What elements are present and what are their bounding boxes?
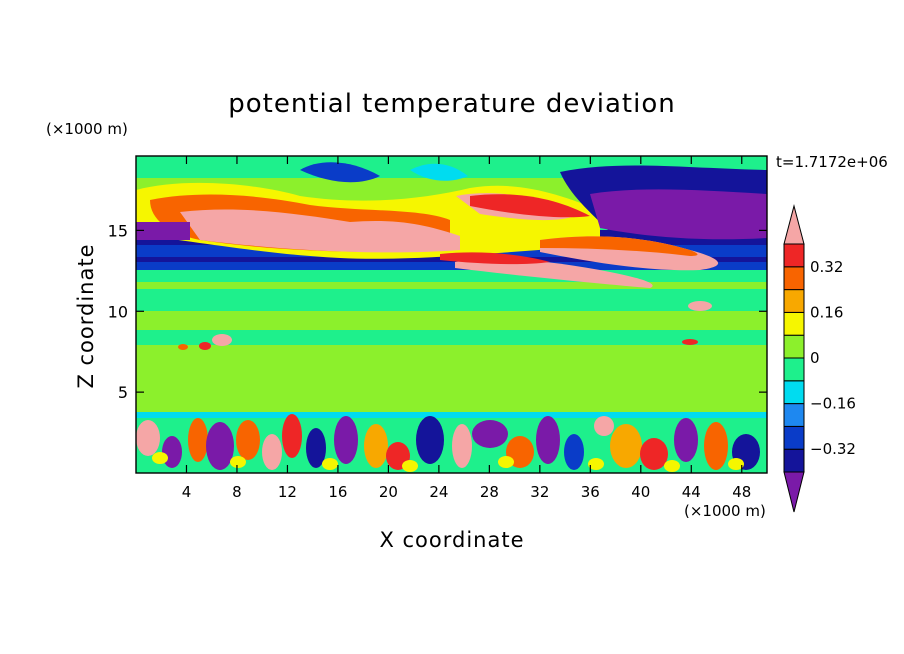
contour-patch: [590, 189, 767, 240]
colorbar-box: [783, 311, 805, 336]
contour-patch: [136, 420, 160, 456]
contour-patch: [610, 424, 642, 468]
contour-patch: [704, 422, 728, 470]
colorbar-box: [783, 380, 805, 405]
y-tick-label: 5: [118, 383, 128, 402]
contour-patch: [334, 416, 358, 464]
x-tick-label: 16: [328, 483, 347, 501]
contour-patch: [470, 194, 590, 218]
contour-patch: [498, 456, 514, 468]
x-axis-label: X coordinate: [379, 528, 524, 552]
contour-patch: [178, 344, 188, 350]
x-tick-label: 44: [682, 483, 701, 501]
x-tick-label: 48: [732, 483, 751, 501]
contour-patch: [536, 416, 560, 464]
contour-patch: [410, 163, 468, 181]
contour-patch: [640, 438, 668, 470]
contour-band: [136, 345, 767, 371]
contour-patch: [199, 342, 211, 350]
contour-patch: [306, 428, 326, 468]
colorbar-box: [783, 357, 805, 382]
contour-patch: [206, 422, 234, 470]
x-tick-label: 36: [581, 483, 600, 501]
contour-patch: [188, 418, 208, 462]
contour-patch: [152, 452, 168, 464]
time-label: t=1.7172e+06: [776, 153, 888, 171]
contour-band: [136, 262, 767, 270]
colorbar-box: [783, 448, 805, 473]
contour-band: [136, 270, 767, 280]
contour-patch: [282, 414, 302, 458]
contour-patch: [594, 416, 614, 436]
contour-patch: [682, 339, 698, 345]
x-axis: 4 8 12 16 20 24 28 32 36 40 44 48: [182, 156, 751, 501]
contour-patch: [472, 420, 508, 448]
x-tick-label: 24: [429, 483, 448, 501]
colorbar-label: −0.32: [810, 440, 856, 458]
colorbar-label: −0.16: [810, 395, 856, 413]
x-axis-unit: (×1000 m): [684, 502, 766, 520]
contour-band: [136, 412, 767, 420]
contour-field: [136, 156, 767, 473]
colorbar-box: [783, 334, 805, 359]
y-tick-label: 10: [108, 302, 128, 321]
contour-patch: [236, 420, 260, 460]
x-tick-label: 20: [379, 483, 398, 501]
contour-patch: [564, 434, 584, 470]
contour-patch: [162, 436, 182, 468]
contour-patch: [440, 252, 550, 265]
contour-patch: [262, 434, 282, 470]
contour-patch: [728, 458, 744, 470]
x-tick-label: 8: [232, 483, 242, 501]
x-tick-label: 4: [182, 483, 192, 501]
x-tick-label: 28: [480, 483, 499, 501]
colorbar: 0.32 0.16 0 −0.16 −0.32: [783, 204, 856, 513]
x-tick-label: 32: [530, 483, 549, 501]
colorbar-box: [783, 403, 805, 427]
colorbar-label: 0.32: [810, 258, 843, 276]
contour-patch: [540, 236, 698, 256]
contour-patch: [416, 416, 444, 464]
chart-title: potential temperature deviation: [228, 89, 675, 119]
x-tick-label: 40: [631, 483, 650, 501]
x-tick-label: 12: [278, 483, 297, 501]
contour-patch: [212, 334, 232, 346]
colorbar-box: [783, 425, 805, 450]
contour-patch: [402, 460, 418, 472]
contour-patch: [180, 209, 460, 253]
contour-band: [136, 289, 767, 311]
colorbar-box: [783, 289, 805, 313]
colorbar-max-triangle: [783, 204, 805, 245]
colorbar-label: 0.16: [810, 303, 843, 321]
plot-frame: [135, 155, 768, 474]
y-axis-label: Z coordinate: [74, 243, 98, 388]
contour-patch: [452, 424, 472, 468]
y-axis: 5 10 15: [108, 221, 767, 402]
contour-patch: [136, 222, 190, 240]
colorbar-min-triangle: [783, 471, 805, 513]
contour-patch: [688, 301, 712, 311]
colorbar-box: [783, 243, 805, 268]
colorbar-box: [783, 266, 805, 291]
contour-patch: [664, 460, 680, 472]
y-axis-unit: (×1000 m): [46, 120, 128, 138]
colorbar-label: 0: [810, 349, 820, 367]
contour-patch: [588, 458, 604, 470]
y-tick-label: 15: [108, 221, 128, 240]
contour-patch: [364, 424, 388, 468]
contour-band: [136, 330, 767, 345]
contour-patch: [674, 418, 698, 462]
contour-patch: [230, 456, 246, 468]
contour-patch: [322, 458, 338, 470]
contour-patch: [455, 259, 653, 288]
contour-patch: [300, 162, 380, 183]
